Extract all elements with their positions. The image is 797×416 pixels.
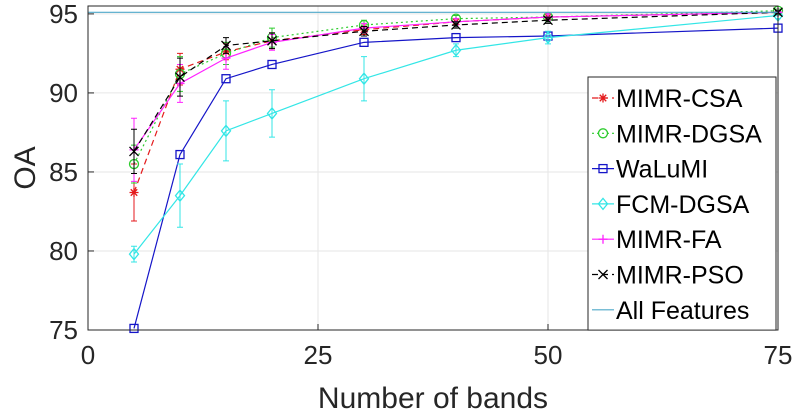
- data-point: [597, 197, 609, 211]
- data-point: [220, 124, 232, 138]
- y-tick-label: 75: [49, 315, 78, 345]
- x-tick-label: 25: [304, 340, 333, 370]
- data-point: [129, 323, 139, 334]
- data-point: [358, 72, 370, 86]
- legend-item: WaLuMI: [592, 156, 708, 184]
- legend-label: MIMR-CSA: [616, 85, 743, 113]
- data-point: [175, 149, 185, 160]
- x-tick-label: 50: [534, 340, 563, 370]
- legend: MIMR-CSA MIMR-DGSA WaLuMI FCM-DGSA MIMR-FA MI…: [587, 76, 777, 331]
- series-mimr-pso: [129, 7, 783, 175]
- legend-item: MIMR-FA: [592, 226, 722, 254]
- data-point: [451, 32, 461, 43]
- data-point: [597, 128, 609, 139]
- data-point: [598, 234, 608, 244]
- error-bar: [361, 56, 367, 102]
- series-line: [133, 11, 779, 151]
- series-line: [133, 27, 779, 329]
- legend-label: MIMR-FA: [616, 226, 722, 254]
- series-fcm-dgsa: [128, 8, 784, 263]
- legend-label: MIMR-DGSA: [616, 120, 762, 148]
- x-tick-label: 75: [764, 340, 793, 370]
- legend-item: FCM-DGSA: [592, 191, 750, 219]
- legend-label: All Features: [616, 297, 749, 325]
- data-point: [221, 40, 231, 51]
- data-point: [598, 269, 608, 280]
- error-bar: [223, 100, 229, 162]
- plot-frame: [87, 5, 779, 331]
- data-point: [598, 93, 608, 103]
- data-point: [221, 53, 231, 63]
- data-point: [175, 72, 185, 83]
- data-point: [451, 20, 461, 30]
- x-tick-label: 0: [81, 340, 95, 370]
- legend-label: MIMR-PSO: [616, 262, 744, 290]
- data-point: [598, 163, 608, 174]
- data-point: [174, 189, 186, 203]
- data-point: [450, 43, 462, 57]
- legend-item: MIMR-DGSA: [592, 120, 762, 148]
- legend-box: [587, 76, 777, 331]
- error-bar: [177, 163, 183, 228]
- legend-item: All Features: [592, 297, 749, 325]
- series-line: [133, 11, 779, 152]
- legend-item: MIMR-CSA: [592, 85, 743, 113]
- y-tick-label: 80: [49, 236, 78, 266]
- data-point: [266, 106, 278, 120]
- error-bar: [269, 89, 275, 138]
- legend-item: MIMR-PSO: [592, 262, 744, 290]
- series-line: [133, 14, 779, 255]
- data-point: [542, 31, 554, 45]
- data-point: [267, 35, 277, 46]
- data-point: [129, 146, 139, 157]
- y-tick-label: 85: [49, 157, 78, 187]
- data-point: [359, 37, 369, 48]
- data-point: [129, 187, 139, 197]
- data-point: [221, 74, 231, 84]
- legend-label: FCM-DGSA: [616, 191, 750, 219]
- y-tick-label: 95: [49, 0, 78, 29]
- ticks: 0 25 50 75 75 80 85 90 95: [49, 0, 792, 370]
- data-point: [267, 59, 277, 70]
- data-point: [359, 26, 369, 37]
- data-point: [543, 15, 553, 26]
- y-axis-label: OA: [9, 146, 42, 189]
- legend-label: WaLuMI: [616, 156, 708, 184]
- x-axis-label: Number of bands: [318, 382, 548, 415]
- data-point: [128, 247, 140, 261]
- series-layer: [88, 5, 784, 334]
- y-tick-label: 90: [49, 78, 78, 108]
